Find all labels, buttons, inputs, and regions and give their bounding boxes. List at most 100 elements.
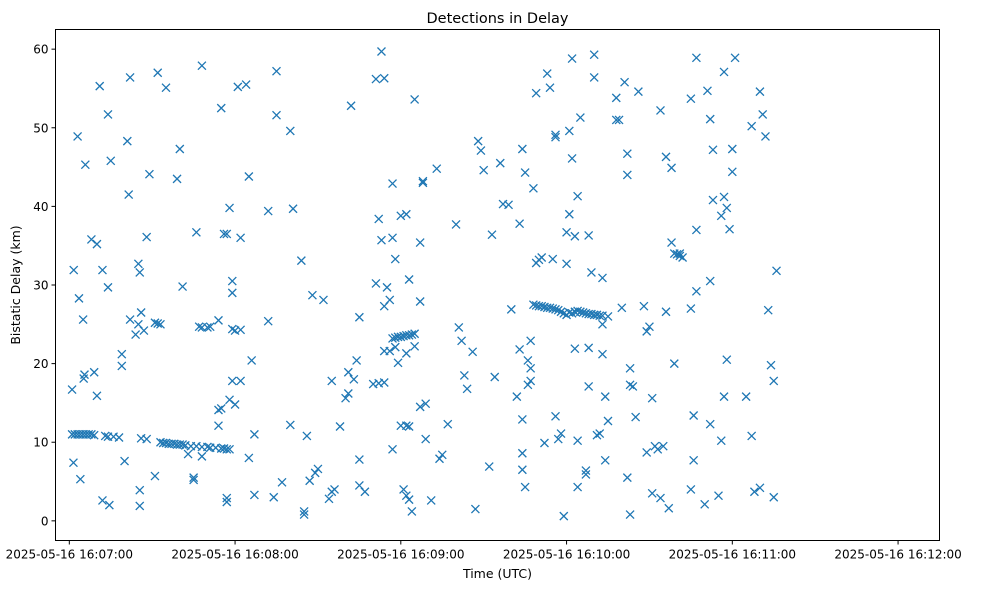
data-point bbox=[95, 81, 105, 91]
data-point bbox=[404, 422, 414, 431]
y-tick-label: 60 bbox=[33, 43, 48, 57]
data-point bbox=[487, 230, 497, 240]
data-point bbox=[236, 233, 246, 243]
data-point bbox=[106, 156, 116, 166]
data-point bbox=[410, 95, 420, 104]
data-point bbox=[617, 303, 627, 313]
data-point bbox=[125, 315, 135, 325]
x-tick-label: 2025-05-16 16:07:00 bbox=[6, 548, 133, 562]
data-point bbox=[686, 304, 696, 314]
data-point bbox=[341, 393, 351, 403]
data-point bbox=[598, 349, 607, 359]
data-point bbox=[702, 86, 712, 96]
data-point bbox=[531, 88, 541, 98]
data-point bbox=[80, 160, 90, 170]
data-point bbox=[73, 131, 83, 141]
data-point bbox=[135, 267, 145, 277]
data-point bbox=[520, 168, 530, 178]
data-point bbox=[573, 436, 583, 446]
data-point bbox=[114, 433, 124, 442]
data-point bbox=[390, 342, 400, 352]
data-point bbox=[183, 449, 193, 459]
data-point bbox=[202, 442, 212, 452]
data-point bbox=[454, 322, 464, 332]
data-point bbox=[349, 374, 359, 384]
data-point bbox=[432, 164, 442, 174]
data-point bbox=[313, 464, 323, 474]
data-point bbox=[191, 227, 201, 237]
data-point bbox=[296, 256, 306, 266]
data-point bbox=[92, 391, 102, 401]
data-point bbox=[272, 66, 281, 76]
data-point bbox=[714, 491, 723, 501]
data-point bbox=[415, 402, 425, 412]
data-point bbox=[716, 211, 726, 221]
data-point bbox=[686, 484, 696, 494]
data-point bbox=[747, 431, 757, 441]
data-point bbox=[476, 146, 486, 156]
data-point bbox=[758, 109, 768, 119]
x-tick-label: 2025-05-16 16:09:00 bbox=[337, 548, 464, 562]
data-point bbox=[230, 400, 240, 409]
data-point bbox=[225, 444, 234, 454]
data-point bbox=[172, 174, 182, 184]
x-tick-label: 2025-05-16 16:11:00 bbox=[669, 548, 796, 562]
data-point bbox=[689, 455, 699, 465]
data-point bbox=[517, 414, 527, 424]
data-point bbox=[415, 297, 425, 306]
data-point bbox=[125, 72, 135, 82]
data-point bbox=[319, 295, 328, 305]
data-point bbox=[661, 307, 671, 317]
data-point bbox=[161, 83, 171, 93]
data-point bbox=[404, 330, 414, 340]
data-point bbox=[468, 347, 478, 357]
data-point bbox=[537, 253, 547, 262]
data-point bbox=[263, 206, 273, 216]
x-tick-label: 2025-05-16 16:08:00 bbox=[171, 548, 298, 562]
data-point bbox=[473, 136, 483, 146]
data-point bbox=[769, 492, 779, 502]
data-point bbox=[117, 349, 127, 359]
data-point bbox=[244, 172, 254, 181]
data-point bbox=[302, 431, 312, 441]
data-point bbox=[504, 200, 514, 210]
y-tick-label: 0 bbox=[41, 514, 49, 528]
data-point bbox=[653, 444, 663, 454]
data-point bbox=[705, 114, 715, 124]
data-point bbox=[598, 319, 607, 329]
data-point bbox=[249, 490, 259, 500]
data-point bbox=[755, 483, 765, 493]
data-point bbox=[197, 451, 207, 461]
data-point bbox=[346, 101, 356, 111]
data-point bbox=[708, 145, 718, 155]
data-point bbox=[584, 231, 594, 240]
data-point bbox=[725, 224, 735, 234]
data-point bbox=[214, 421, 223, 431]
data-point bbox=[622, 170, 632, 180]
data-point bbox=[556, 429, 566, 439]
data-point bbox=[288, 204, 298, 214]
data-point bbox=[562, 227, 572, 237]
data-point bbox=[443, 419, 453, 429]
data-point bbox=[236, 325, 246, 335]
data-point bbox=[551, 130, 560, 140]
data-point bbox=[393, 358, 403, 368]
data-point bbox=[603, 311, 613, 321]
data-point bbox=[156, 319, 165, 329]
data-point bbox=[517, 465, 527, 475]
data-point bbox=[484, 462, 494, 472]
data-point bbox=[515, 345, 525, 354]
data-point bbox=[719, 392, 729, 402]
data-point bbox=[285, 420, 295, 430]
y-tick-label: 30 bbox=[33, 279, 48, 293]
data-point bbox=[528, 300, 538, 310]
data-point bbox=[426, 495, 436, 505]
data-point bbox=[625, 363, 635, 373]
data-point bbox=[631, 412, 641, 422]
data-point bbox=[542, 69, 552, 78]
data-point bbox=[584, 381, 594, 391]
data-point bbox=[578, 308, 588, 317]
data-point bbox=[410, 341, 420, 351]
y-axis-label: Bistatic Delay (km) bbox=[8, 225, 23, 344]
data-point bbox=[98, 265, 107, 275]
